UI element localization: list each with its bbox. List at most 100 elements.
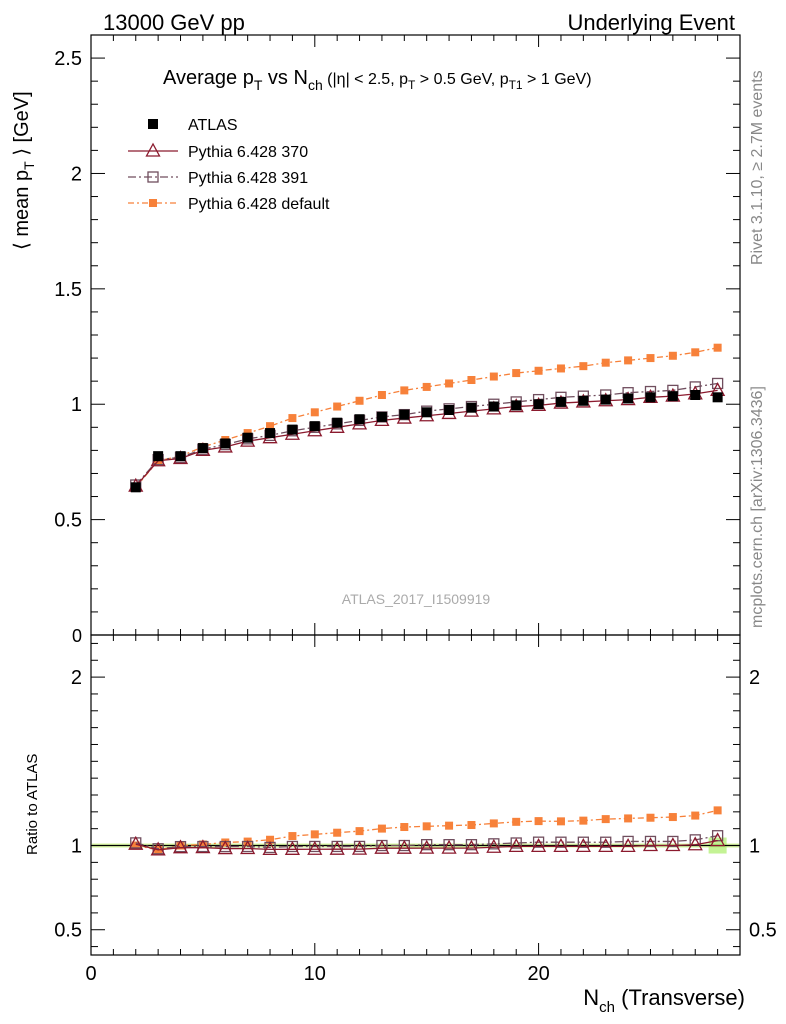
ratio-data-point — [421, 839, 433, 851]
data-point — [556, 364, 565, 373]
ratio-data-point — [555, 836, 567, 848]
data-point — [711, 377, 724, 390]
ratio-data-point — [512, 817, 521, 826]
y-tick-label: 2 — [71, 163, 82, 185]
x-axis-label: Nch (Transverse) — [583, 985, 745, 1016]
ratio-tick-label-right: 1 — [749, 836, 760, 858]
ratio-data-point — [262, 841, 278, 856]
ratio-layer — [91, 806, 740, 856]
ratio-data-point — [489, 819, 498, 828]
ratio-data-point — [333, 828, 342, 837]
ratio-data-point — [310, 830, 319, 839]
data-point — [220, 438, 231, 449]
data-point — [467, 376, 476, 384]
ratio-data-point — [266, 835, 275, 844]
ratio-data-point — [329, 840, 345, 855]
x-tick-label: 0 — [85, 963, 96, 985]
ratio-data-point — [400, 823, 409, 832]
ratio-data-point — [377, 824, 386, 833]
data-point — [667, 391, 678, 402]
ratio-series-1 — [128, 832, 726, 856]
data-point — [445, 379, 454, 388]
ratio-data-point — [620, 837, 636, 852]
ratio-tick-label-right: 0.5 — [749, 920, 777, 942]
series-3 — [131, 343, 722, 492]
data-point — [197, 443, 208, 454]
data-point — [534, 366, 543, 375]
ratio-data-point — [242, 840, 254, 853]
ratio-data-point — [646, 813, 655, 822]
ratio-tick-label-left: 0.5 — [54, 920, 82, 942]
data-point — [422, 382, 431, 391]
ratio-data-point — [710, 832, 726, 847]
data-point — [288, 414, 297, 423]
y-tick-label: 0.5 — [54, 510, 82, 532]
ratio-data-point — [510, 837, 522, 849]
ratio-data-point — [195, 839, 211, 854]
data-point — [713, 343, 722, 352]
ratio-data-point — [217, 840, 233, 855]
ratio-data-point — [219, 840, 231, 853]
ratio-data-point — [467, 821, 476, 830]
legend-marker — [149, 199, 157, 207]
data-point — [691, 348, 700, 357]
data-point — [646, 354, 655, 363]
y-tick-label-zero: 0 — [72, 626, 82, 646]
legend-label: Pythia 6.428 default — [188, 196, 330, 213]
data-point — [488, 401, 499, 412]
y-tick-label: 1.5 — [54, 279, 82, 301]
series-layer — [128, 343, 726, 493]
ratio-data-point — [667, 835, 679, 848]
ratio-data-point — [176, 841, 185, 850]
legend-marker — [147, 171, 159, 183]
ratio-data-point — [534, 817, 543, 826]
ratio-y-axis-label: Ratio to ATLAS — [24, 754, 41, 855]
ratio-data-point — [624, 814, 633, 823]
rivet-label: Rivet 3.1.10, ≥ 2.7M events — [749, 70, 766, 265]
ratio-series-line — [135, 839, 718, 851]
ratio-data-point — [463, 839, 480, 854]
ratio-data-point — [644, 835, 657, 848]
data-point — [444, 405, 455, 415]
data-point — [712, 392, 723, 403]
x-tick-label: 20 — [527, 963, 549, 985]
ratio-data-point — [307, 840, 323, 855]
data-point — [399, 409, 410, 420]
ratio-data-point — [422, 822, 431, 831]
ratio-data-point — [264, 841, 276, 854]
data-point — [175, 451, 186, 462]
data-point — [466, 402, 477, 413]
analysis-watermark: ATLAS_2017_I1509919 — [342, 591, 491, 607]
data-point — [555, 396, 566, 407]
data-point — [668, 351, 677, 360]
data-point — [690, 390, 701, 400]
data-point — [421, 407, 432, 418]
ratio-data-point — [488, 838, 500, 850]
ratio-data-point — [579, 816, 588, 825]
data-point — [601, 358, 610, 367]
data-point — [310, 408, 319, 417]
ratio-series-3 — [131, 806, 722, 854]
data-point — [354, 414, 365, 425]
ratio-data-point — [691, 811, 700, 820]
ratio-data-point — [396, 839, 412, 854]
ratio-series-2 — [130, 830, 724, 855]
ratio-data-point — [665, 837, 681, 852]
ratio-data-point — [128, 835, 144, 850]
series-0 — [130, 390, 723, 493]
ratio-data-point — [288, 832, 297, 841]
data-point — [400, 386, 409, 395]
ratio-series-line — [135, 809, 718, 851]
x-tick-label: 10 — [304, 963, 326, 985]
ratio-data-point — [240, 840, 256, 855]
ratio-series-line — [135, 835, 718, 850]
ratio-data-point — [687, 836, 703, 851]
series-2 — [130, 377, 724, 491]
data-point — [287, 424, 298, 435]
data-point — [130, 482, 141, 493]
ratio-data-point — [553, 837, 569, 853]
data-point — [578, 395, 589, 406]
data-point — [645, 392, 656, 403]
data-point — [579, 362, 588, 371]
